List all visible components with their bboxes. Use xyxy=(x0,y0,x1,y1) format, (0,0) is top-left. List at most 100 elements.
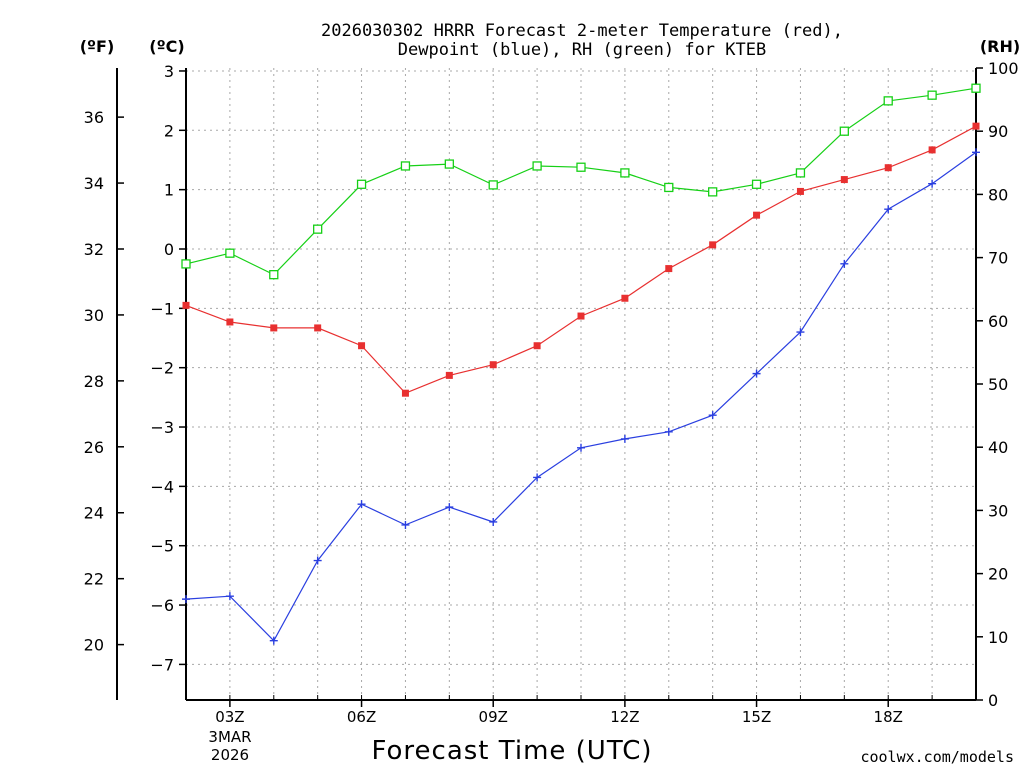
x-tick-label: 18Z xyxy=(874,708,903,726)
temperature-point xyxy=(314,324,322,332)
celsius-tick-label: −3 xyxy=(150,418,174,437)
data-series xyxy=(181,83,981,645)
rh-tick-label: 20 xyxy=(988,565,1008,584)
celsius-tick-label: −7 xyxy=(150,655,174,674)
rh-tick-label: 40 xyxy=(988,438,1008,457)
chart-title-line1: 2026030302 HRRR Forecast 2-meter Tempera… xyxy=(321,21,843,41)
rh-point xyxy=(356,179,367,189)
temperature-point xyxy=(577,312,585,320)
fahrenheit-tick-label: 34 xyxy=(84,174,104,193)
temperature-point xyxy=(445,371,453,379)
rh-point xyxy=(225,248,235,258)
rh-tick-label: 70 xyxy=(988,249,1008,268)
rh-point xyxy=(488,180,498,190)
rh-point xyxy=(532,161,542,171)
x-axis-title: Forecast Time (UTC) xyxy=(371,736,652,766)
dewpoint-point xyxy=(577,443,585,452)
rh-point xyxy=(576,162,586,172)
rh-point xyxy=(444,159,454,169)
dewpoint-point xyxy=(533,473,542,482)
celsius-tick-label: 1 xyxy=(164,181,174,200)
rh-tick-label: 50 xyxy=(988,375,1008,394)
dewpoint-point xyxy=(357,500,366,509)
temperature-point xyxy=(972,122,980,130)
dewpoint-point xyxy=(620,434,629,443)
rh-point xyxy=(927,90,937,100)
rh-tick-label: 10 xyxy=(988,628,1008,647)
temperature-point xyxy=(884,164,892,172)
temperature-point xyxy=(665,265,673,273)
x-tick-label: 03Z xyxy=(215,708,244,726)
dewpoint-point xyxy=(664,427,673,436)
temperature-point xyxy=(182,301,190,309)
dewpoint-point xyxy=(182,595,190,604)
dewpoint-point xyxy=(708,411,717,420)
dewpoint-point xyxy=(269,636,278,645)
dewpoint-point xyxy=(796,328,805,337)
rh-point xyxy=(181,259,191,269)
fahrenheit-tick-label: 22 xyxy=(84,570,104,589)
rh-point xyxy=(971,83,981,93)
rh-tick-label: 100 xyxy=(988,59,1019,78)
fahrenheit-tick-label: 24 xyxy=(84,504,104,523)
temperature-point xyxy=(796,187,804,195)
dewpoint-point xyxy=(489,517,498,526)
celsius-tick-label: 2 xyxy=(164,121,174,140)
rh-tick-label: 60 xyxy=(988,312,1008,331)
rh-point xyxy=(751,179,762,189)
fahrenheit-tick-label: 28 xyxy=(84,372,104,391)
dewpoint-point xyxy=(313,556,322,565)
dewpoint-point xyxy=(840,259,849,268)
temperature-point xyxy=(928,146,936,154)
dewpoint-point xyxy=(928,179,937,188)
rh-point xyxy=(795,168,806,178)
x-tick-label: 15Z xyxy=(742,708,771,726)
temperature-point xyxy=(270,324,278,332)
rh-unit-label: (RH) xyxy=(980,37,1020,56)
fahrenheit-unit-label: (ºF) xyxy=(80,37,115,56)
rh-point xyxy=(839,126,849,136)
celsius-tick-label: 0 xyxy=(164,240,174,259)
rh-point xyxy=(708,187,718,197)
rh-point xyxy=(269,270,279,280)
temperature-point xyxy=(753,211,761,219)
dewpoint-point xyxy=(225,592,234,601)
fahrenheit-tick-label: 32 xyxy=(84,240,104,259)
x-tick-label: 06Z xyxy=(347,708,376,726)
x-tick-label: 09Z xyxy=(479,708,508,726)
dewpoint-point xyxy=(884,205,893,214)
chart-title-line2: Dewpoint (blue), RH (green) for KTEB xyxy=(398,40,766,60)
rh-tick-label: 30 xyxy=(988,501,1008,520)
temperature-point xyxy=(533,342,541,350)
temperature-point xyxy=(489,361,497,369)
rh-point xyxy=(313,224,323,234)
rh-point xyxy=(664,182,674,193)
celsius-unit-label: (ºC) xyxy=(149,37,184,56)
rh-point xyxy=(883,96,893,106)
rh-point xyxy=(400,161,411,171)
rh-tick-label: 90 xyxy=(988,122,1008,141)
celsius-tick-label: −1 xyxy=(150,299,174,318)
celsius-tick-label: 3 xyxy=(164,62,174,81)
fahrenheit-tick-label: 30 xyxy=(84,306,104,325)
rh-tick-label: 0 xyxy=(988,691,998,710)
rh-point xyxy=(620,168,630,178)
dewpoint-point xyxy=(752,369,761,378)
axes xyxy=(116,67,983,707)
date-label-month: 3MAR xyxy=(208,728,251,746)
temperature-point xyxy=(358,342,366,350)
temperature-point xyxy=(226,318,234,326)
temperature-point xyxy=(840,176,848,184)
celsius-tick-label: −6 xyxy=(150,596,174,615)
celsius-tick-label: −2 xyxy=(150,359,174,378)
temperature-point xyxy=(709,241,717,249)
dewpoint-point xyxy=(401,520,410,529)
tick-labels: 3210−1−2−3−4−5−6−73634323028262422201009… xyxy=(84,59,1019,726)
x-tick-label: 12Z xyxy=(610,708,639,726)
celsius-tick-label: −5 xyxy=(150,537,174,556)
credit-label: coolwx.com/models xyxy=(860,748,1014,766)
dewpoint-point xyxy=(445,503,454,512)
fahrenheit-tick-label: 20 xyxy=(84,636,104,655)
celsius-tick-label: −4 xyxy=(150,477,174,496)
